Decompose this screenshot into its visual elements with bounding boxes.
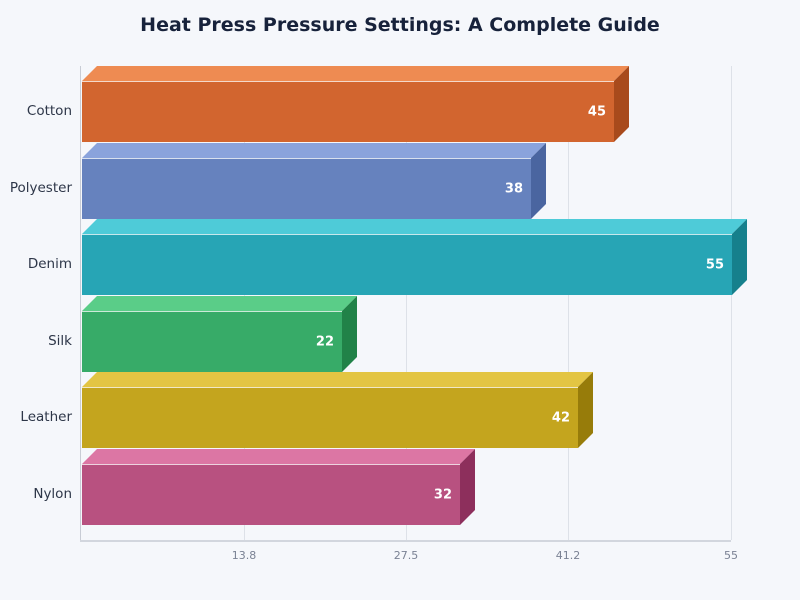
x-gridline — [406, 66, 407, 540]
y-category-label: Nylon — [33, 485, 72, 502]
bar-silk[interactable]: 22 — [82, 311, 342, 372]
bar-leather[interactable]: 42 — [82, 387, 578, 448]
bar-front-face — [82, 387, 578, 448]
y-category-label: Polyester — [9, 179, 72, 196]
bar-value-label: 45 — [587, 104, 606, 119]
y-category-label: Denim — [27, 255, 72, 272]
bar-value-label: 32 — [433, 487, 452, 502]
x-tick-label: 27.5 — [393, 549, 419, 562]
y-category-label: Cotton — [26, 102, 72, 119]
y-category-label: Leather — [20, 408, 72, 425]
bar-front-face — [82, 81, 614, 142]
bar-front-face — [82, 158, 531, 219]
bar-value-label: 22 — [315, 334, 334, 349]
bar-front-face — [82, 234, 732, 295]
bar-value-label: 42 — [551, 410, 570, 425]
chart-title: Heat Press Pressure Settings: A Complete… — [140, 14, 660, 36]
bar-denim[interactable]: 55 — [82, 234, 732, 295]
bar-front-face — [82, 464, 460, 525]
y-axis-line — [80, 66, 81, 541]
bar-cotton[interactable]: 45 — [82, 81, 614, 142]
bar-nylon[interactable]: 32 — [82, 464, 460, 525]
x-axis-line — [80, 540, 731, 542]
bar-polyester[interactable]: 38 — [82, 158, 531, 219]
x-tick-label: 13.8 — [231, 549, 257, 562]
bar-value-label: 55 — [705, 257, 724, 272]
bar-value-label: 38 — [504, 181, 523, 196]
x-gridline — [731, 66, 732, 540]
x-tick-label: 55 — [724, 549, 738, 562]
x-tick-label: 41.2 — [555, 549, 581, 562]
y-category-label: Silk — [48, 332, 72, 349]
bar-front-face — [82, 311, 342, 372]
x-gridline — [568, 66, 569, 540]
